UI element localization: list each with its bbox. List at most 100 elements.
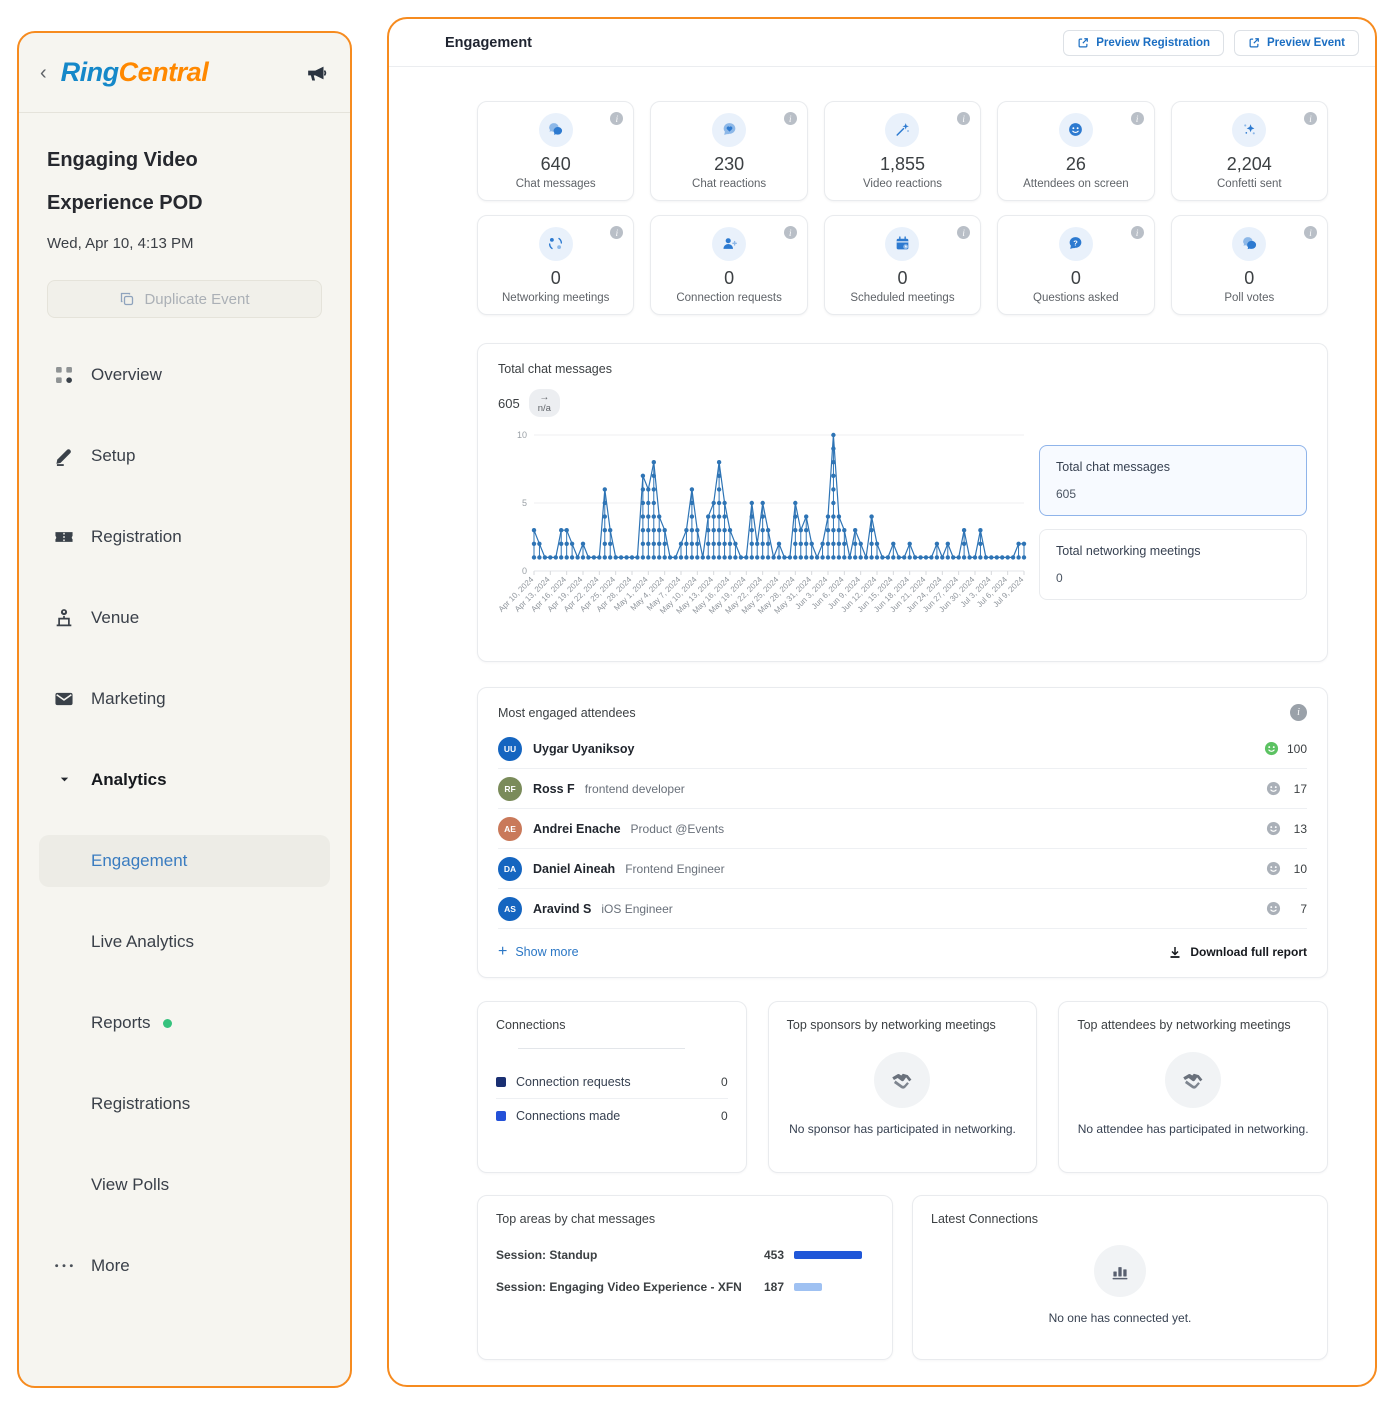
logo-ring: Ring [60, 57, 120, 87]
preview-event-button[interactable]: Preview Event [1234, 29, 1359, 56]
info-icon[interactable]: i [610, 226, 624, 239]
sidebar-item-label: Overview [91, 364, 162, 384]
chat-messages-icon [538, 112, 573, 147]
sidebar-item-marketing[interactable]: Marketing [39, 658, 330, 739]
info-icon[interactable]: i [1130, 226, 1144, 239]
attendees-on-screen-icon [1058, 112, 1093, 147]
download-full-report-label: Download full report [1190, 945, 1307, 959]
info-icon[interactable]: i [957, 226, 971, 239]
sidebar-item-more[interactable]: More [39, 1225, 330, 1306]
sidebar-item-live-analytics[interactable]: Live Analytics [39, 901, 330, 982]
info-icon[interactable]: i [1130, 112, 1144, 125]
stat-value: 640 [540, 153, 571, 174]
stat-card-confetti-sent: i 2,204 Confetti sent [1170, 101, 1328, 201]
duplicate-event-button[interactable]: Duplicate Event [47, 280, 322, 318]
stat-label: Poll votes [1224, 291, 1275, 304]
top-attendees-empty-text: No attendee has participated in networki… [1077, 1122, 1309, 1136]
connections-legend-row[interactable]: Connections made 0 [496, 1099, 728, 1133]
attendees-title: Most engaged attendees [498, 705, 636, 720]
legend-label: Total networking meetings [1056, 544, 1201, 559]
stat-card-poll-votes: i 0 Poll votes [1170, 215, 1328, 315]
stat-value: 0 [724, 267, 735, 288]
sidebar-item-label: Venue [91, 607, 140, 627]
stat-label: Scheduled meetings [850, 291, 955, 304]
info-icon[interactable]: i [1290, 704, 1307, 721]
info-icon[interactable]: i [1303, 112, 1317, 125]
attendee-name: Aravind S [533, 901, 592, 916]
ringcentral-logo: RingCentral [61, 57, 209, 88]
top-areas-title: Top areas by chat messages [496, 1212, 656, 1226]
preview-registration-button[interactable]: Preview Registration [1063, 29, 1225, 56]
top-area-value: 187 [763, 1280, 784, 1294]
handshake-icon [874, 1052, 931, 1108]
sidebar-item-overview[interactable]: Overview [39, 334, 330, 415]
attendee-row[interactable]: UU Uygar Uyaniksoy 100 [498, 729, 1307, 769]
sidebar-item-label: Registration [91, 526, 182, 546]
sidebar-item-reports[interactable]: Reports [39, 982, 330, 1063]
legend-total-networking-meetings[interactable]: Total networking meetings 0 [1039, 529, 1307, 601]
avatar: AE [498, 816, 522, 841]
stat-label: Attendees on screen [1023, 177, 1129, 190]
legend-label: Total chat messages [1056, 460, 1170, 475]
info-icon[interactable]: i [783, 112, 797, 125]
stat-value: 26 [1065, 153, 1086, 174]
attendee-name: Andrei Enache [533, 821, 621, 836]
svg-text:5: 5 [522, 498, 527, 508]
attendee-row[interactable]: AS Aravind S iOS Engineer 7 [498, 889, 1307, 929]
megaphone-icon[interactable] [304, 60, 330, 86]
info-icon[interactable]: i [610, 112, 624, 125]
connections-title: Connections [496, 1018, 566, 1032]
trend-arrow-icon: → [539, 392, 550, 403]
latest-connections-empty-text: No one has connected yet. [1048, 1310, 1192, 1325]
sidebar-item-venue[interactable]: Venue [39, 577, 330, 658]
event-block: Engaging Video Experience POD Wed, Apr 1… [19, 113, 350, 318]
connections-legend-row[interactable]: Connection requests 0 [496, 1065, 728, 1099]
legend-total-chat-messages[interactable]: Total chat messages 605 [1039, 445, 1307, 517]
attendee-row[interactable]: RF Ross F frontend developer 17 [498, 769, 1307, 809]
marketing-icon [53, 688, 75, 710]
change-value: n/a [537, 402, 551, 414]
networking-meetings-icon [538, 226, 573, 261]
top-sponsors-title: Top sponsors by networking meetings [786, 1018, 996, 1032]
sidebar-item-setup[interactable]: Setup [39, 415, 330, 496]
top-area-label: Session: Engaging Video Experience - XFN [496, 1280, 742, 1294]
attendees-rows: UU Uygar Uyaniksoy 100 RF Ross F fronten… [498, 729, 1307, 929]
legend-value: 0 [720, 1109, 728, 1123]
stat-card-connection-requests: i 0 Connection requests [650, 215, 808, 315]
stat-value: 0 [1244, 267, 1255, 288]
sidebar-item-analytics[interactable]: Analytics [39, 739, 330, 820]
chart-current-total: 605 [498, 395, 520, 411]
sidebar-item-label: Analytics [91, 769, 167, 789]
chart-legend: Total chat messages 605 Total networking… [1039, 419, 1307, 647]
attendee-row[interactable]: DA Daniel Aineah Frontend Engineer 10 [498, 849, 1307, 889]
legend-swatch [496, 1076, 506, 1087]
sidebar-item-view-polls[interactable]: View Polls [39, 1144, 330, 1225]
attendee-row[interactable]: AE Andrei Enache Product @Events 13 [498, 809, 1307, 849]
event-title: Engaging Video Experience POD [47, 139, 322, 225]
stat-label: Networking meetings [502, 291, 610, 304]
sidebar-item-registrations[interactable]: Registrations [39, 1063, 330, 1144]
sidebar-item-label: Registrations [91, 1093, 191, 1113]
info-icon[interactable]: i [783, 226, 797, 239]
legend-value: 0 [720, 1074, 728, 1089]
stat-label: Confetti sent [1217, 177, 1282, 190]
sidebar-item-registration[interactable]: Registration [39, 496, 330, 577]
engagement-score: 7 [1300, 901, 1307, 916]
connections-legend: Connection requests 0 Connections made 0 [496, 1065, 728, 1133]
download-full-report-button[interactable]: Download full report [1168, 945, 1307, 959]
smiley-icon [1266, 821, 1281, 836]
top-attendees-title: Top attendees by networking meetings [1077, 1018, 1291, 1032]
sidebar-item-engagement[interactable]: Engagement [39, 820, 330, 901]
engagement-score: 100 [1286, 741, 1307, 756]
top-areas-bars: Session: Standup 453 Session: Engaging V… [496, 1248, 874, 1312]
show-more-button[interactable]: + Show more [498, 943, 579, 961]
back-chevron-icon[interactable]: ‹ [40, 61, 47, 84]
show-more-label: Show more [515, 945, 579, 959]
stat-label: Chat reactions [692, 177, 767, 190]
info-icon[interactable]: i [1303, 226, 1317, 239]
connection-requests-icon [712, 226, 747, 261]
info-icon[interactable]: i [957, 112, 971, 125]
smiley-icon [1264, 741, 1279, 756]
stat-value: 0 [1070, 267, 1081, 288]
